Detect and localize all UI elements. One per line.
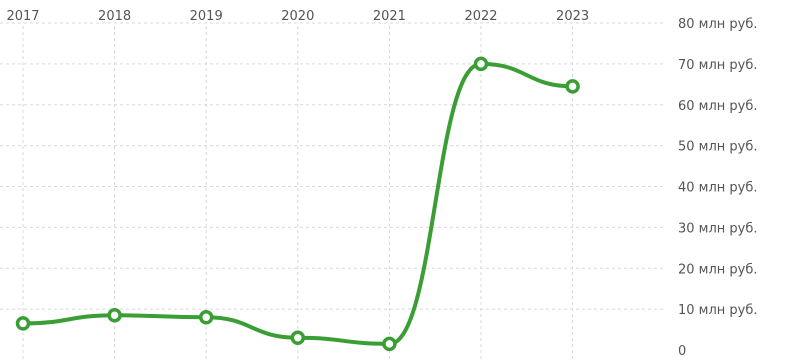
y-tick-label: 60 млн руб.: [678, 99, 758, 114]
data-point: [473, 56, 489, 72]
x-tick-label: 2019: [190, 9, 223, 24]
x-axis-tick-labels: 2017 2018 2019 2020 2021 2022 2023: [6, 9, 589, 24]
data-point: [382, 336, 397, 352]
y-tick-label: 80 млн руб.: [678, 17, 758, 32]
y-tick-label: 10 млн руб.: [678, 303, 758, 318]
x-gridlines: [22, 26, 574, 361]
y-tick-label: 30 млн руб.: [678, 221, 758, 236]
series-points: [15, 56, 580, 352]
y-tick-label: 50 млн руб.: [678, 140, 758, 155]
y-tick-label: 40 млн руб.: [678, 181, 758, 196]
y-axis-tick-labels: 0 10 млн руб. 20 млн руб. 30 млн руб. 40 млн…: [678, 17, 758, 359]
data-point: [565, 79, 580, 94]
x-tick-label: 2022: [464, 9, 497, 24]
x-tick-label: 2020: [281, 9, 314, 24]
y-tick-label: 20 млн руб.: [678, 262, 758, 277]
x-tick-label: 2017: [6, 9, 39, 24]
data-point: [290, 330, 306, 345]
y-gridlines: [0, 22, 665, 310]
data-point: [198, 310, 214, 325]
data-point: [107, 308, 122, 323]
x-tick-label: 2023: [556, 9, 589, 24]
y-tick-label: 0: [678, 344, 686, 359]
x-tick-label: 2021: [373, 9, 406, 24]
x-tick-label: 2018: [98, 9, 131, 24]
data-point: [15, 316, 31, 331]
y-tick-label: 70 млн руб.: [678, 58, 758, 73]
